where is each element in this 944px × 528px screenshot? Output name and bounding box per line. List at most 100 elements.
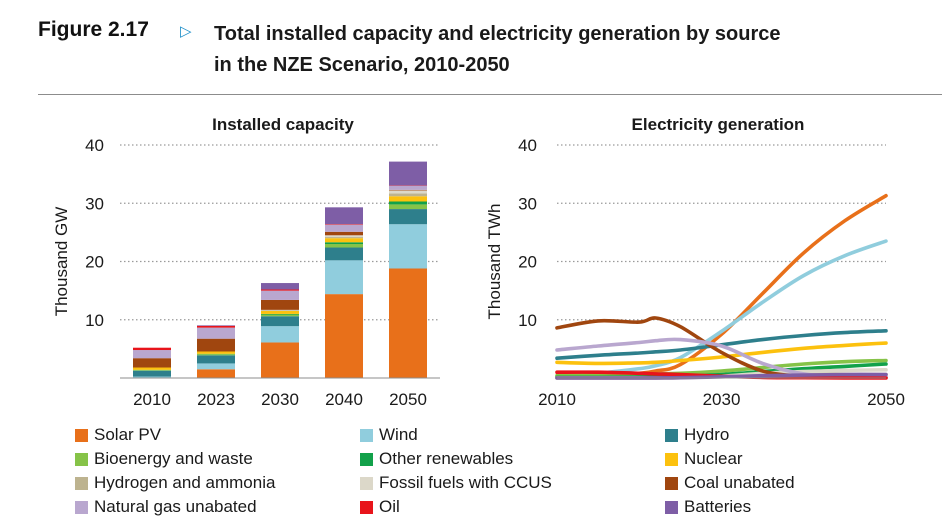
- generation-x-tick-label: 2050: [867, 390, 905, 409]
- legend-label: Bioenergy and waste: [94, 449, 253, 468]
- capacity-y-tick-label: 40: [85, 136, 104, 155]
- generation-chart-title: Electricity generation: [632, 115, 805, 134]
- bar-2050-natural-gas-unabated: [389, 185, 427, 190]
- legend-swatch: [665, 452, 678, 466]
- bar-2050-solar-pv: [389, 268, 427, 378]
- legend-swatch: [665, 476, 678, 490]
- legend-swatch: [665, 428, 678, 442]
- figure-header: Figure 2.17 ▷ Total installed capacity a…: [0, 0, 944, 96]
- generation-y-tick-label: 10: [518, 311, 537, 330]
- legend-item-oil: Oil: [360, 496, 400, 518]
- bar-2030-nuclear: [261, 311, 299, 314]
- legend-item-nuclear: Nuclear: [665, 448, 743, 470]
- legend-item-hydro: Hydro: [665, 424, 729, 446]
- bar-2030-hydrogen-and-ammonia: [261, 310, 299, 312]
- bar-2023-coal-unabated: [197, 338, 235, 352]
- capacity-chart-title: Installed capacity: [212, 115, 354, 134]
- bar-2040-hydrogen-and-ammonia: [325, 237, 363, 239]
- figure-arrow-icon: ▷: [180, 23, 192, 40]
- capacity-y-axis-label: Thousand GW: [52, 207, 71, 317]
- generation-x-tick-label: 2010: [538, 390, 576, 409]
- legend-swatch: [665, 500, 678, 514]
- legend-item-coal-unabated: Coal unabated: [665, 472, 795, 494]
- bar-2030-batteries: [261, 283, 299, 290]
- bar-2040-solar-pv: [325, 294, 363, 378]
- line-bioenergy-and-waste: [555, 358, 888, 378]
- line-nuclear: [555, 341, 888, 366]
- bar-2030-natural-gas-unabated: [261, 290, 299, 300]
- bar-2050-batteries: [389, 161, 427, 186]
- bar-2040-wind: [325, 260, 363, 295]
- bar-2040-nuclear: [325, 238, 363, 243]
- bar-2023-bioenergy-and-waste: [197, 354, 235, 356]
- bar-2040-batteries: [325, 207, 363, 225]
- generation-y-tick-label: 30: [518, 194, 537, 213]
- legend: Solar PV Wind Hydro Bioenergy and waste Othe…: [75, 424, 935, 524]
- bar-2040-hydro: [325, 247, 363, 261]
- legend-item-bioenergy-and-waste: Bioenergy and waste: [75, 448, 253, 470]
- bar-2010-oil: [133, 347, 171, 351]
- bar-2040-natural-gas-unabated: [325, 224, 363, 232]
- legend-label: Nuclear: [684, 449, 743, 468]
- bar-2023-solar-pv: [197, 369, 235, 378]
- bar-2023-nuclear: [197, 351, 235, 354]
- legend-label: Batteries: [684, 497, 752, 516]
- bar-2023-wind: [197, 363, 235, 370]
- bar-2023-oil: [197, 325, 235, 328]
- bar-2050-wind: [389, 224, 427, 269]
- capacity-y-tick-label: 10: [85, 311, 104, 330]
- bar-2030-fossil-fuels-with-ccus: [261, 309, 299, 311]
- capacity-x-tick-label: 2010: [133, 390, 171, 409]
- legend-swatch: [360, 500, 373, 514]
- figure-title-line-1: Total installed capacity and electricity…: [214, 23, 781, 45]
- legend-swatch: [360, 476, 373, 490]
- bar-2040-bioenergy-and-waste: [325, 244, 363, 248]
- capacity-x-tick-label: 2030: [261, 390, 299, 409]
- bar-2023-hydro: [197, 355, 235, 364]
- bar-2010-coal-unabated: [133, 358, 171, 368]
- installed-capacity-chart: Installed capacity Thousand GW 10 2030 40 201…: [52, 115, 440, 409]
- line-hydro: [555, 329, 888, 360]
- bar-2030-hydro: [261, 316, 299, 327]
- bar-2040-other-renewables: [325, 242, 363, 245]
- bar-2050-hydro: [389, 209, 427, 225]
- bar-2010-bioenergy-and-waste: [133, 370, 171, 371]
- legend-swatch: [75, 476, 88, 490]
- bar-2040-fossil-fuels-with-ccus: [325, 235, 363, 238]
- legend-item-other-renewables: Other renewables: [360, 448, 513, 470]
- bar-2040-oil: [325, 224, 363, 225]
- bar-2050-other-renewables: [389, 201, 427, 205]
- bar-2030-bioenergy-and-waste: [261, 314, 299, 317]
- legend-swatch: [75, 452, 88, 466]
- legend-label: Coal unabated: [684, 473, 795, 492]
- capacity-x-tick-label: 2050: [389, 390, 427, 409]
- bar-2050-nuclear: [389, 196, 427, 202]
- title-divider: [38, 94, 942, 95]
- bar-2010-natural-gas-unabated: [133, 350, 171, 359]
- legend-item-natural-gas-unabated: Natural gas unabated: [75, 496, 257, 518]
- legend-label: Natural gas unabated: [94, 497, 257, 516]
- legend-item-solar-pv: Solar PV: [75, 424, 161, 446]
- legend-item-hydrogen-and-ammonia: Hydrogen and ammonia: [75, 472, 275, 494]
- generation-y-tick-label: 40: [518, 136, 537, 155]
- legend-swatch: [75, 500, 88, 514]
- legend-item-wind: Wind: [360, 424, 418, 446]
- bar-2030-other-renewables: [261, 313, 299, 315]
- legend-item-batteries: Batteries: [665, 496, 751, 518]
- bar-2010-nuclear: [133, 367, 171, 370]
- capacity-x-tick-label: 2040: [325, 390, 363, 409]
- legend-label: Solar PV: [94, 425, 162, 444]
- legend-label: Hydro: [684, 425, 730, 444]
- bar-2030-oil: [261, 289, 299, 291]
- legend-swatch: [360, 452, 373, 466]
- bar-2050-fossil-fuels-with-ccus: [389, 190, 427, 194]
- legend-swatch: [360, 428, 373, 442]
- generation-y-tick-label: 20: [518, 253, 537, 272]
- legend-swatch: [75, 428, 88, 442]
- bar-2050-hydrogen-and-ammonia: [389, 193, 427, 197]
- bar-2010-hydro: [133, 370, 171, 377]
- legend-label: Other renewables: [379, 449, 514, 468]
- capacity-x-tick-label: 2023: [197, 390, 235, 409]
- legend-label: Wind: [379, 425, 418, 444]
